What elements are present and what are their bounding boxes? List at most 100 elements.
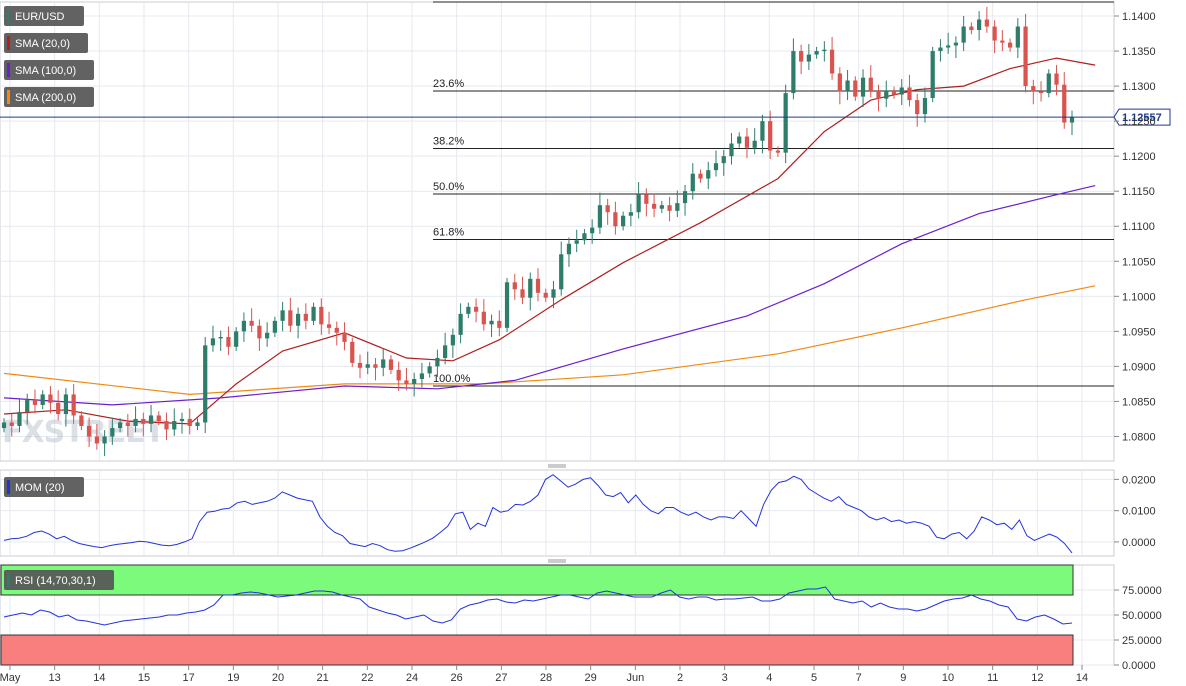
candle-body — [528, 278, 533, 298]
candle — [837, 67, 842, 105]
candle — [365, 351, 370, 375]
candle-body — [729, 143, 734, 157]
candle-body — [574, 240, 579, 244]
fib-label: 61.8% — [433, 227, 464, 239]
candle-body — [961, 26, 966, 43]
candle-body — [443, 345, 448, 358]
candle — [822, 41, 827, 62]
candle-body — [148, 415, 154, 424]
candle — [698, 169, 703, 183]
candle-body — [272, 320, 277, 333]
current-price-label: 1.12557 — [1122, 112, 1162, 124]
candle — [17, 399, 22, 433]
candle-body — [783, 93, 788, 153]
candle-body — [388, 359, 394, 370]
candle — [450, 328, 455, 358]
candle-body — [566, 243, 572, 255]
candle-body — [218, 336, 223, 339]
candle-body — [775, 150, 781, 153]
candle — [799, 44, 804, 75]
candle-body — [249, 320, 254, 326]
candle-body — [164, 421, 169, 430]
candle-body — [814, 51, 819, 55]
candle-body — [969, 26, 974, 31]
candle-body — [125, 422, 130, 426]
candle-body — [837, 73, 842, 92]
candle — [1015, 18, 1020, 59]
candle — [706, 161, 711, 190]
candle — [868, 65, 873, 98]
candle — [806, 44, 811, 70]
candle — [226, 326, 231, 356]
candle — [203, 336, 208, 433]
candle — [102, 430, 107, 457]
candle-body — [799, 51, 804, 62]
candle-body — [822, 49, 827, 52]
splitter-handle-upper[interactable] — [548, 464, 566, 468]
candle — [164, 412, 169, 440]
legend-swatch — [7, 9, 10, 23]
candle-body — [721, 156, 726, 164]
candle — [497, 310, 502, 337]
rsi-axis: 75.0000 50.0000 25.0000 0.0000 — [1114, 585, 1162, 672]
fibonacci-levels: 23.6% 38.2% 50.0% 61.8% 100.0% — [433, 1, 1114, 387]
candle-body — [63, 394, 69, 415]
x-tick-label: 28 — [540, 672, 552, 684]
candle-body — [56, 402, 61, 415]
candle — [884, 80, 889, 108]
x-tick-label: 19 — [227, 672, 239, 684]
candle-body — [71, 394, 76, 416]
current-price-tag — [1113, 108, 1171, 126]
candle-body — [241, 320, 247, 332]
rsi-legend: RSI (14,70,30,1) — [4, 570, 114, 590]
candle-body — [203, 345, 208, 423]
candle — [737, 132, 742, 148]
candle — [899, 79, 904, 106]
y-tick-label: 0.0000 — [1122, 537, 1156, 549]
y-tick-label: 50.0000 — [1122, 610, 1162, 622]
candle — [644, 188, 649, 217]
candle — [504, 278, 510, 333]
candle-body — [326, 324, 332, 328]
candle — [388, 355, 394, 375]
candle-body — [79, 415, 84, 426]
legend-swatch — [7, 90, 10, 104]
candle — [234, 327, 239, 351]
candle-body — [551, 289, 556, 298]
y-tick-label: 1.1200 — [1122, 151, 1156, 163]
candle — [853, 76, 858, 101]
y-tick-label: 1.0850 — [1122, 396, 1156, 408]
candle — [528, 272, 533, 311]
rsi-overbought-zone — [0, 564, 1074, 596]
candle-body — [450, 334, 455, 346]
candle — [458, 303, 463, 344]
legend-box — [4, 60, 94, 80]
candle-body — [9, 422, 14, 426]
candle — [876, 84, 881, 112]
candle — [1023, 13, 1028, 93]
candle-body — [412, 379, 417, 384]
candle — [56, 390, 61, 421]
candle — [319, 298, 324, 335]
splitter-handle-lower[interactable] — [548, 559, 566, 563]
candle-body — [1000, 40, 1005, 43]
x-tick-label: 3 — [722, 672, 728, 684]
candle — [265, 322, 270, 347]
candle — [1046, 69, 1051, 98]
candle — [605, 198, 610, 225]
legend-label: MOM (20) — [15, 482, 65, 494]
legend-label: SMA (100,0) — [15, 65, 76, 77]
x-tick-label: 11 — [987, 672, 998, 684]
candle-body — [535, 278, 541, 293]
main-grid — [0, 2, 1114, 461]
candle-body — [543, 292, 548, 298]
candle — [512, 273, 517, 300]
candle — [659, 201, 664, 213]
candle — [860, 69, 866, 108]
candle — [396, 361, 401, 391]
candle-body — [737, 136, 742, 144]
fib-label: 50.0% — [433, 181, 464, 193]
x-tick-label: 9 — [900, 672, 906, 684]
candle-body — [489, 320, 494, 325]
candle — [117, 418, 123, 433]
